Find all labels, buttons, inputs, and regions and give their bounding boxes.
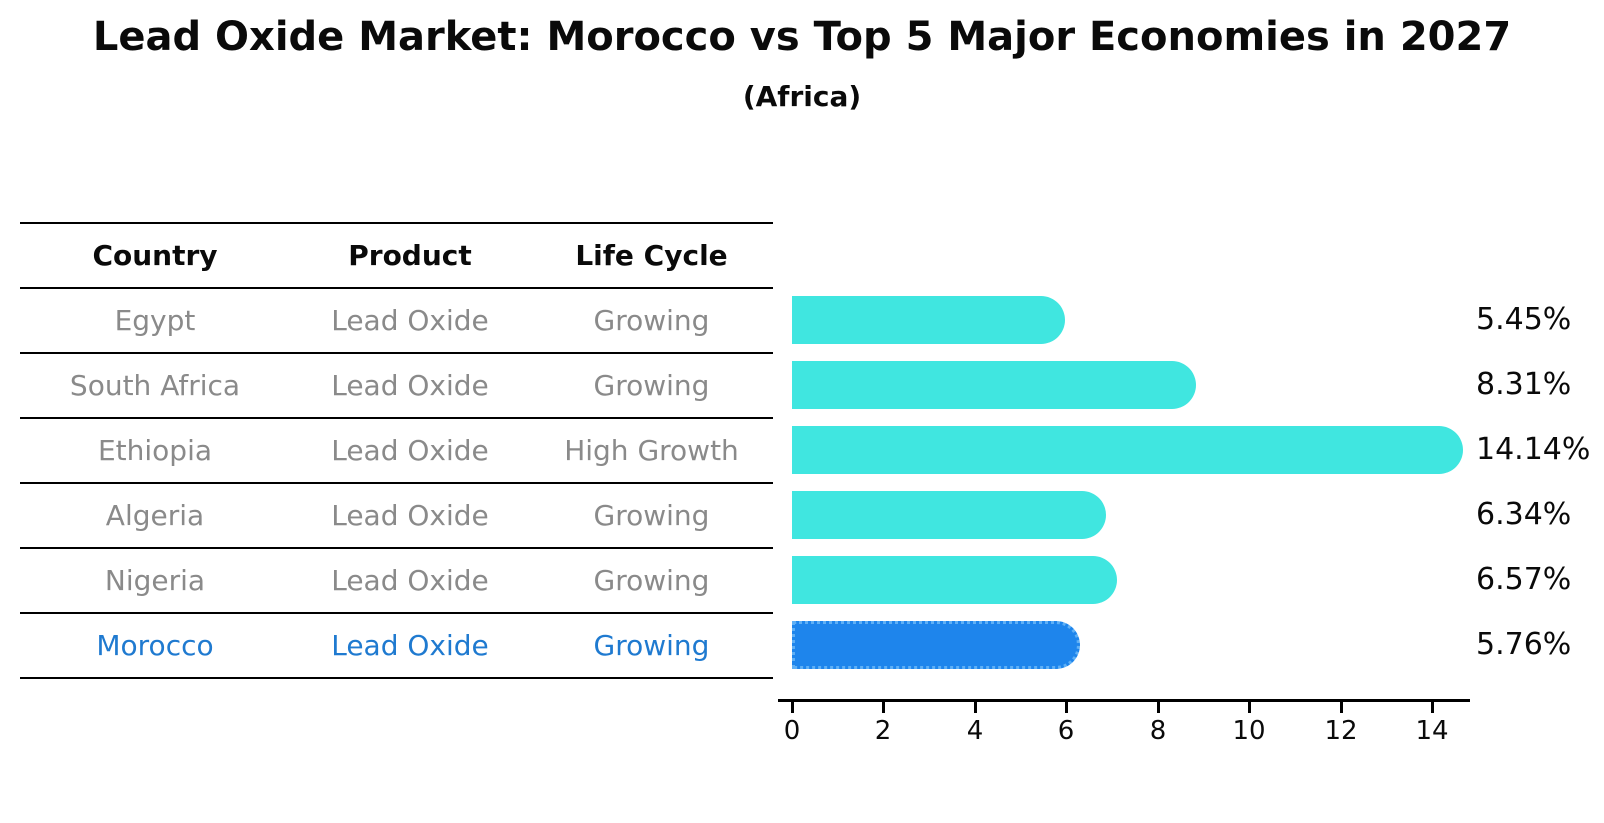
column-header-country: Country	[92, 239, 218, 272]
table-row-egypt: Egypt Lead Oxide Growing	[20, 289, 773, 354]
product-cell: Lead Oxide	[331, 434, 489, 467]
life-cycle-cell: High Growth	[564, 434, 739, 467]
bar-nigeria	[792, 556, 1117, 604]
comparison-table: Country Product Life Cycle Egypt Lead Ox…	[20, 222, 773, 679]
life-cycle-cell: Growing	[593, 629, 710, 662]
table-row-nigeria: Nigeria Lead Oxide Growing	[20, 549, 773, 614]
life-cycle-cell: Growing	[593, 304, 710, 337]
table-row-morocco-highlighted: Morocco Lead Oxide Growing	[20, 614, 773, 679]
product-cell: Lead Oxide	[331, 499, 489, 532]
x-axis-tick	[974, 702, 977, 713]
table-row-ethiopia: Ethiopia Lead Oxide High Growth	[20, 419, 773, 484]
x-axis-line	[778, 699, 1470, 702]
value-label-south-africa: 8.31%	[1476, 367, 1572, 402]
bar-ethiopia	[792, 426, 1463, 474]
column-header-product: Product	[348, 239, 472, 272]
x-axis-tick-label: 6	[1057, 716, 1075, 746]
life-cycle-cell: Growing	[593, 564, 710, 597]
column-header-life-cycle: Life Cycle	[575, 239, 728, 272]
product-cell: Lead Oxide	[331, 629, 489, 662]
x-axis-tick	[1157, 702, 1160, 713]
value-label-algeria: 6.34%	[1476, 497, 1572, 532]
x-axis-tick-label: 0	[783, 716, 801, 746]
x-axis-tick-label: 14	[1415, 716, 1449, 746]
country-cell: Morocco	[96, 629, 214, 662]
product-cell: Lead Oxide	[331, 564, 489, 597]
bar-morocco-highlighted	[792, 621, 1080, 669]
x-axis-tick-label: 10	[1232, 716, 1266, 746]
country-cell: Ethiopia	[97, 434, 213, 467]
chart-title: Lead Oxide Market: Morocco vs Top 5 Majo…	[92, 14, 1512, 60]
country-cell: Algeria	[105, 499, 205, 532]
x-axis-tick	[882, 702, 885, 713]
value-label-ethiopia: 14.14%	[1476, 432, 1591, 467]
x-axis-tick-label: 12	[1324, 716, 1358, 746]
bar-egypt	[792, 296, 1065, 344]
bar-algeria	[792, 491, 1106, 539]
country-cell: Nigeria	[104, 564, 206, 597]
x-axis-tick	[1431, 702, 1434, 713]
life-cycle-cell: Growing	[593, 499, 710, 532]
x-axis-tick	[1340, 702, 1343, 713]
x-axis-tick	[1065, 702, 1068, 713]
value-label-morocco: 5.76%	[1476, 627, 1572, 662]
product-cell: Lead Oxide	[331, 304, 489, 337]
product-cell: Lead Oxide	[331, 369, 489, 402]
x-axis-tick	[791, 702, 794, 713]
chart-subtitle: (Africa)	[742, 80, 862, 113]
life-cycle-cell: Growing	[593, 369, 710, 402]
bar-south-africa	[792, 361, 1196, 409]
table-row-south-africa: South Africa Lead Oxide Growing	[20, 354, 773, 419]
table-row-algeria: Algeria Lead Oxide Growing	[20, 484, 773, 549]
x-axis-tick-label: 2	[874, 716, 892, 746]
country-cell: Egypt	[114, 304, 196, 337]
value-label-egypt: 5.45%	[1476, 302, 1572, 337]
x-axis-tick	[1248, 702, 1251, 713]
x-axis-tick-label: 8	[1149, 716, 1167, 746]
value-label-nigeria: 6.57%	[1476, 562, 1572, 597]
x-axis-tick-label: 4	[966, 716, 984, 746]
country-cell: South Africa	[69, 369, 241, 402]
table-header-row: Country Product Life Cycle	[20, 222, 773, 289]
